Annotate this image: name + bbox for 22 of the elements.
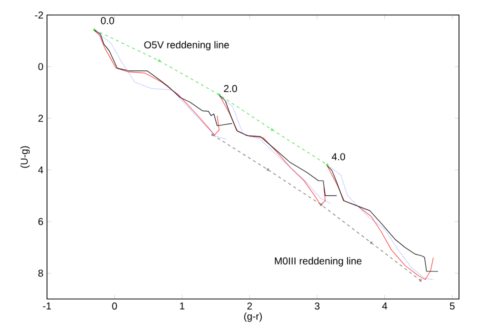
- annotation: 2.0: [224, 85, 237, 92]
- y-tick-label: 0: [38, 63, 44, 70]
- x-tick-label: 5: [450, 302, 455, 310]
- x-axis-title: (g-r): [244, 312, 262, 322]
- x-tick-label: 1: [180, 302, 184, 310]
- x-tick-label: 4: [382, 302, 388, 310]
- y-tick-label: 6: [38, 218, 44, 226]
- x-tick-label: 2: [247, 302, 252, 310]
- point: [419, 278, 422, 282]
- y-tick-label: 8: [38, 270, 44, 277]
- x-tick-label: -1: [43, 302, 51, 310]
- y-tick-label: 2: [38, 114, 43, 122]
- annotation: O5V reddening line: [144, 41, 229, 50]
- annotation: 0.0: [100, 17, 114, 24]
- x-tick-label: 3: [314, 302, 320, 310]
- annotation: M0III reddening line: [274, 257, 362, 266]
- point: [211, 133, 214, 136]
- annotation: 4.0: [332, 153, 346, 160]
- y-axis-title: (U-g): [20, 146, 30, 168]
- y-tick-label: 4: [38, 166, 44, 174]
- x-tick-label: 0: [112, 302, 117, 310]
- y-tick-label: -2: [35, 12, 43, 18]
